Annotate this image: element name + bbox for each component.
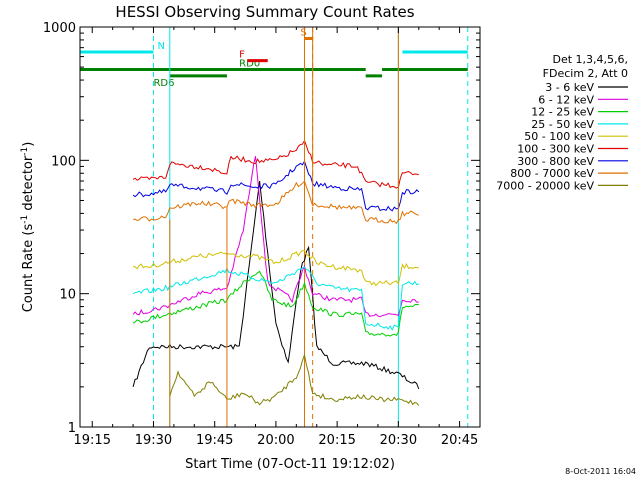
series-line xyxy=(132,156,419,318)
y-axis-title-exp1: -1 xyxy=(20,215,30,224)
x-tick-label: 19:30 xyxy=(135,433,172,448)
legend-entry-label: 7000 - 20000 keV xyxy=(496,179,594,192)
x-axis-title: Start Time (07-Oct-11 19:12:02) xyxy=(185,457,395,472)
series-line xyxy=(132,270,419,337)
flag-label: S xyxy=(300,27,306,38)
x-tick-label: 20:00 xyxy=(257,433,294,448)
series-line xyxy=(133,249,419,287)
series-line xyxy=(133,180,419,225)
x-tick-label: 19:45 xyxy=(196,433,233,448)
legend-entry-label: 12 - 25 keV xyxy=(531,106,594,119)
x-tick-label: 20:30 xyxy=(380,433,417,448)
legend-entry-label: 25 - 50 keV xyxy=(531,118,594,131)
series-line xyxy=(132,266,419,331)
generation-timestamp: 8-Oct-2011 16:04 xyxy=(565,467,636,476)
flag-label: RD6 xyxy=(153,78,174,89)
legend-title-line: FDecim 2, Att 0 xyxy=(543,67,628,80)
series-lines xyxy=(132,27,420,427)
series-line xyxy=(132,139,419,189)
series-line xyxy=(132,181,420,390)
time-markers xyxy=(152,27,469,427)
legend-entry-label: 100 - 300 keV xyxy=(517,143,594,156)
chart-title: HESSI Observing Summary Count Rates xyxy=(115,3,414,21)
y-axis-title-mid: detector xyxy=(21,155,36,215)
y-axis-title-exp2: -1 xyxy=(20,147,30,156)
y-axis-title: Count Rate (s-1 detector-1) xyxy=(20,142,36,313)
series-line xyxy=(169,353,420,406)
x-axis: 19:15 19:30 19:45 20:00 20:15 20:30 20:45 xyxy=(74,27,481,448)
y-tick-label: 1000 xyxy=(43,21,76,36)
legend: Det 1,3,4,5,6,FDecim 2, Att 03 - 6 keV6 … xyxy=(496,53,628,192)
legend-title-line: Det 1,3,4,5,6, xyxy=(552,53,628,66)
legend-entry-label: 3 - 6 keV xyxy=(545,81,594,94)
instrument-flags: N RD0 RD6 F S xyxy=(80,27,468,89)
legend-entry-label: 50 - 100 keV xyxy=(524,130,594,143)
legend-entry-label: 800 - 7000 keV xyxy=(510,167,594,180)
y-tick-label: 1 xyxy=(68,421,76,436)
y-axis: 1 10 100 1000 xyxy=(43,21,480,436)
flag-label: RD0 xyxy=(239,59,260,70)
x-tick-label: 20:15 xyxy=(318,433,355,448)
x-tick-label: 20:45 xyxy=(441,433,478,448)
legend-entry-label: 300 - 800 keV xyxy=(517,155,594,168)
y-tick-label: 10 xyxy=(59,288,76,303)
legend-entry-label: 6 - 12 keV xyxy=(538,93,594,106)
plot-frame xyxy=(79,26,481,428)
y-axis-title-end: ) xyxy=(21,142,36,147)
x-tick-label: 19:15 xyxy=(74,433,111,448)
flag-label: N xyxy=(157,41,164,52)
flag-label: F xyxy=(239,50,245,61)
series-line xyxy=(132,160,420,212)
y-axis-title-main: Count Rate (s xyxy=(21,224,36,313)
y-tick-label: 100 xyxy=(51,154,76,169)
